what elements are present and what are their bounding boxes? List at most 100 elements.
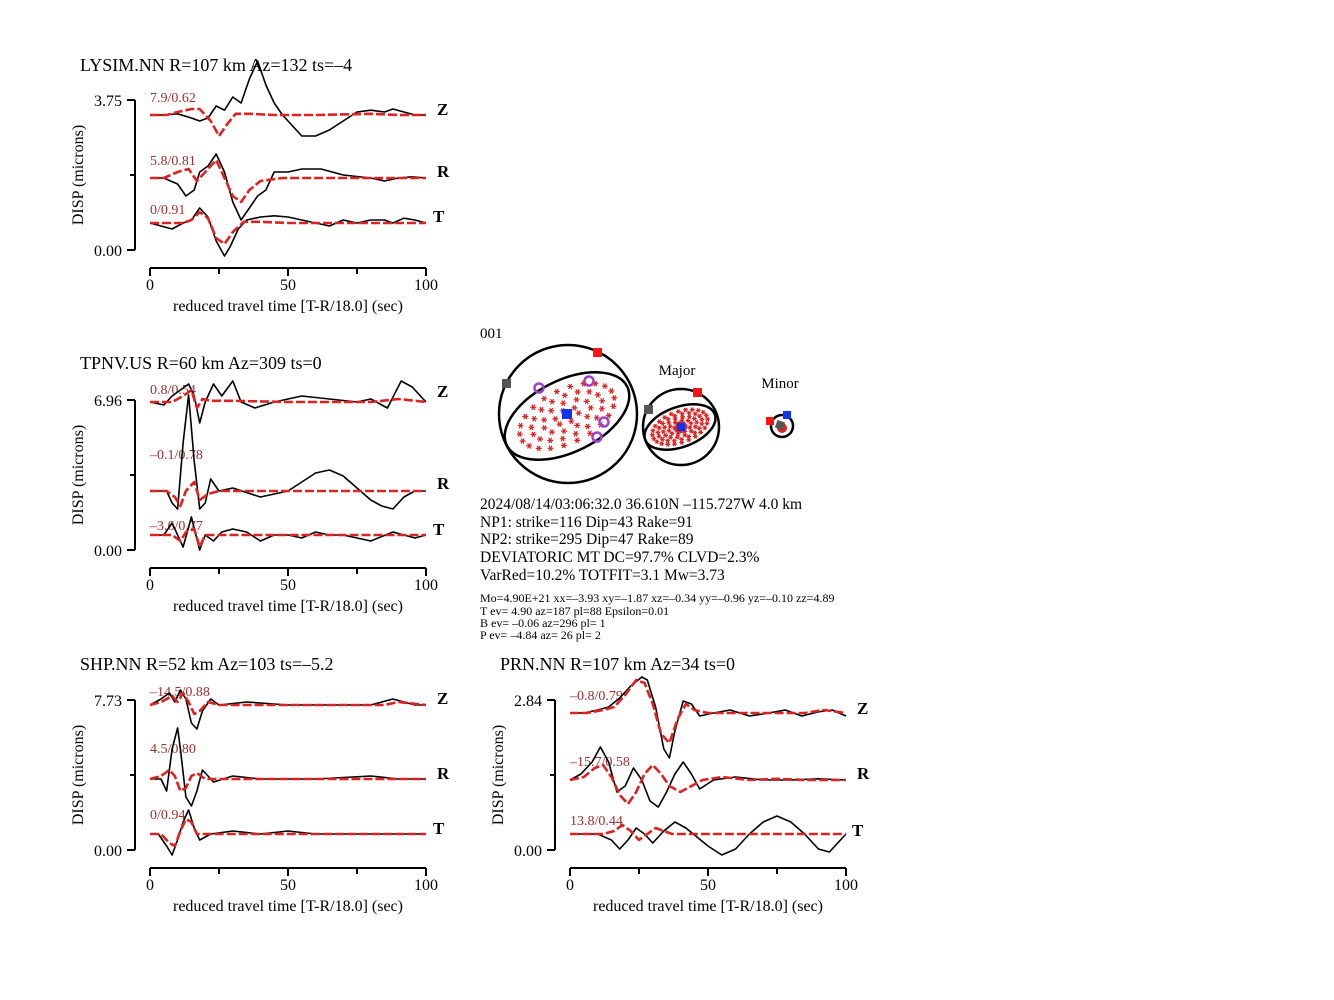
compression-star xyxy=(583,398,590,405)
y-tick-max: 3.75 xyxy=(94,93,122,110)
compression-star xyxy=(656,425,662,431)
tension-axis-marker xyxy=(693,388,702,397)
x-tick-100: 100 xyxy=(414,277,438,294)
observed-trace-z xyxy=(149,380,427,424)
observed-trace-r xyxy=(150,153,427,221)
fit-label-r: 5.8/0.81 xyxy=(150,154,196,169)
fit-label-r: 4.5/0.80 xyxy=(150,742,196,757)
panel-title: TPNV.US R=60 km Az=309 ts=0 xyxy=(80,353,322,373)
synthetic-trace-t xyxy=(570,823,846,842)
compression-star xyxy=(692,434,698,439)
panel-title: SHP.NN R=52 km Az=103 ts=–5.2 xyxy=(80,654,334,674)
detail-line-moment: Mo=4.90E+21 xx=–3.93 xy=–1.87 xz=–0.34 y… xyxy=(480,591,834,605)
compression-star xyxy=(574,422,581,429)
major-label: Major xyxy=(659,363,696,379)
compression-star xyxy=(668,411,674,417)
compression-star xyxy=(705,416,710,422)
compression-star xyxy=(547,445,554,452)
compression-star xyxy=(665,442,671,447)
compression-star xyxy=(687,425,693,430)
info-line-origin: 2024/08/14/03:06:32.0 36.610N –115.727W … xyxy=(480,496,802,513)
compression-star xyxy=(548,407,555,414)
compression-star xyxy=(666,428,672,434)
observed-trace-t xyxy=(150,516,427,551)
x-axis-label: reduced travel time [T-R/18.0] (sec) xyxy=(173,598,403,615)
compression-star xyxy=(530,431,537,438)
compression-star xyxy=(601,383,608,389)
fit-label-t: 0/0.91 xyxy=(150,203,185,218)
compression-star xyxy=(519,438,526,444)
compression-star xyxy=(656,433,662,439)
compression-star xyxy=(610,403,617,410)
synthetic-trace-r xyxy=(569,763,846,806)
detail-line-t-axis: T ev= 4.90 az=187 pl=88 Epsilon=0.01 xyxy=(480,604,669,618)
compression-star xyxy=(572,430,579,437)
compression-star xyxy=(702,425,708,431)
x-tick-50: 50 xyxy=(280,877,296,894)
observed-trace-z xyxy=(149,689,426,730)
observed-trace-z xyxy=(150,60,426,137)
x-tick-100: 100 xyxy=(414,577,438,594)
major-outline xyxy=(641,387,721,467)
observed-trace-t xyxy=(149,207,427,257)
y-tick-zero: 0.00 xyxy=(514,843,542,860)
compression-star xyxy=(574,389,581,395)
synthetic-trace-r xyxy=(149,768,426,793)
component-label-t: T xyxy=(852,821,864,840)
y-tick-zero: 0.00 xyxy=(94,843,122,860)
component-label-t: T xyxy=(433,819,445,838)
null-axis-marker xyxy=(644,405,653,414)
compression-star xyxy=(561,428,567,434)
x-tick-0: 0 xyxy=(146,577,154,594)
compression-star xyxy=(531,415,538,422)
compression-star xyxy=(692,411,698,417)
compression-star xyxy=(560,400,567,407)
x-tick-100: 100 xyxy=(834,877,858,894)
major-nodal-ellipse xyxy=(643,403,717,451)
compression-star xyxy=(698,429,704,435)
compression-star xyxy=(605,412,612,419)
station-marker xyxy=(598,416,610,428)
compression-star xyxy=(553,388,560,395)
y-axis-label: DISP (microns) xyxy=(70,425,87,525)
waveform-panel-tpnv: TPNV.US R=60 km Az=309 ts=0 DISP (micron… xyxy=(70,353,450,615)
compression-star xyxy=(692,430,698,436)
compression-star xyxy=(669,431,675,436)
compression-star xyxy=(568,418,575,425)
compression-star xyxy=(699,421,705,427)
synthetic-trace-r xyxy=(150,480,426,508)
y-tick-max: 6.96 xyxy=(94,393,122,410)
compression-star xyxy=(656,419,662,425)
compression-star xyxy=(584,423,591,430)
compression-star xyxy=(547,437,554,444)
panel-title: LYSIM.NN R=107 km Az=132 ts=–4 xyxy=(80,55,352,75)
y-axis-label: DISP (microns) xyxy=(490,725,507,825)
compression-star xyxy=(666,420,672,426)
compression-star xyxy=(556,421,563,427)
compression-star xyxy=(517,422,524,429)
compression-star xyxy=(679,440,685,445)
beachball-outline xyxy=(497,343,639,485)
compression-star xyxy=(685,418,691,423)
compression-star xyxy=(689,407,695,412)
compression-star xyxy=(535,445,542,452)
event-id: 001 xyxy=(480,326,503,342)
compression-star xyxy=(704,420,710,426)
compression-star xyxy=(538,406,545,413)
compression-star xyxy=(687,414,692,420)
compression-star xyxy=(665,416,671,422)
null-axis-marker xyxy=(502,379,511,388)
compression-star xyxy=(679,411,685,417)
y-tick-max: 2.84 xyxy=(514,693,542,710)
synthetic-trace-r xyxy=(150,158,426,204)
compression-star xyxy=(526,443,533,449)
compression-star xyxy=(699,417,705,422)
component-label-r: R xyxy=(437,764,450,783)
x-axis-label: reduced travel time [T-R/18.0] (sec) xyxy=(173,898,403,915)
x-tick-50: 50 xyxy=(280,277,296,294)
x-tick-50: 50 xyxy=(280,577,296,594)
compression-star xyxy=(662,424,667,430)
synthetic-trace-t xyxy=(150,527,426,549)
x-tick-0: 0 xyxy=(146,877,154,894)
